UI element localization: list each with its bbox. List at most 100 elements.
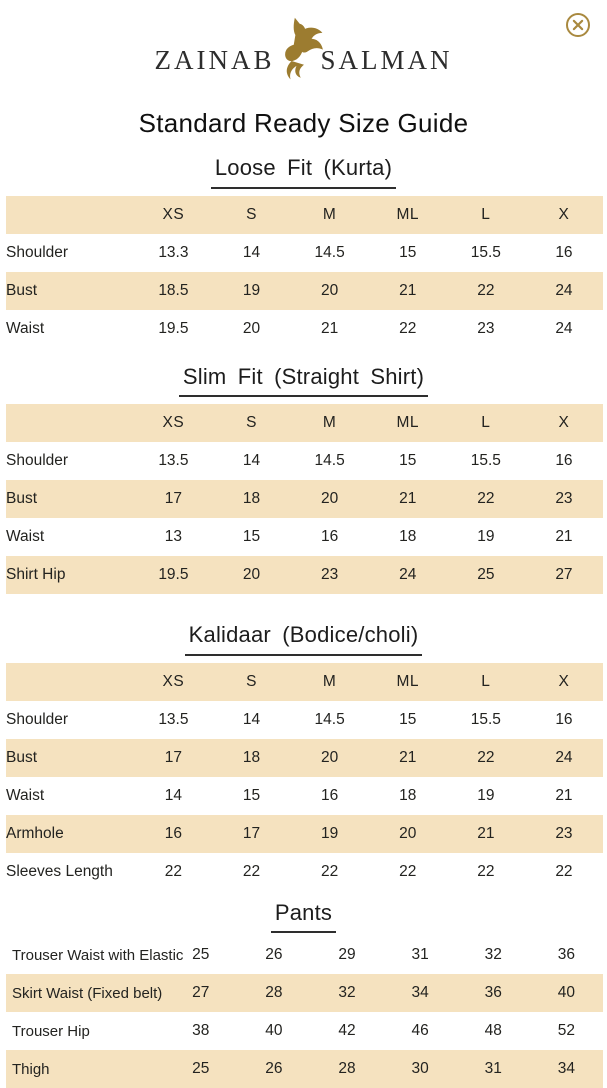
measurement-value: 14.5 xyxy=(291,442,369,480)
measurement-value: 40 xyxy=(530,974,603,1012)
measurement-value: 26 xyxy=(237,1050,310,1088)
measurement-value: 17 xyxy=(134,480,212,518)
measurement-value: 26 xyxy=(237,936,310,974)
measurement-value: 17 xyxy=(212,815,290,853)
measurement-value: 34 xyxy=(530,1050,603,1088)
measurement-label: Waist xyxy=(6,310,134,348)
measurement-value: 13.5 xyxy=(134,442,212,480)
measurement-value: 21 xyxy=(447,815,525,853)
brand-header: ZAINAB SALMAN xyxy=(0,0,607,94)
size-column-header: X xyxy=(525,404,603,442)
size-column-header: L xyxy=(447,196,525,234)
measurement-value: 15 xyxy=(369,234,447,272)
measurement-value: 42 xyxy=(310,1012,383,1050)
measurement-value: 19.5 xyxy=(134,556,212,594)
measurement-value: 14 xyxy=(212,701,290,739)
measurement-value: 31 xyxy=(457,1050,530,1088)
measurement-value: 15.5 xyxy=(447,442,525,480)
size-column-header: X xyxy=(525,196,603,234)
measurement-value: 16 xyxy=(291,777,369,815)
measurement-value: 22 xyxy=(447,739,525,777)
section-heading-wrap: Slim Fit (Straight Shirt) xyxy=(0,363,607,398)
section-title: Kalidaar (Bodice/choli) xyxy=(185,621,423,656)
measurement-value: 20 xyxy=(291,739,369,777)
measurement-label: Sleeves Length xyxy=(6,853,134,891)
header-spacer-cell xyxy=(6,196,134,234)
measurement-value: 13 xyxy=(134,518,212,556)
size-column-header: L xyxy=(447,663,525,701)
bird-logo-icon xyxy=(270,12,324,84)
measurement-value: 19.5 xyxy=(134,310,212,348)
measurement-value: 19 xyxy=(447,518,525,556)
measurement-label: Armhole xyxy=(6,815,134,853)
measurement-value: 20 xyxy=(291,272,369,310)
measurement-value: 20 xyxy=(369,815,447,853)
measurement-label: Waist xyxy=(6,518,134,556)
measurement-value: 52 xyxy=(530,1012,603,1050)
measurement-value: 20 xyxy=(212,556,290,594)
measurement-label: Shoulder xyxy=(6,442,134,480)
measurement-value: 15 xyxy=(212,518,290,556)
measurement-value: 36 xyxy=(530,936,603,974)
measurement-value: 23 xyxy=(525,815,603,853)
header-spacer-cell xyxy=(6,404,134,442)
measurement-value: 17 xyxy=(134,739,212,777)
close-icon xyxy=(572,19,584,31)
header-spacer-cell xyxy=(6,663,134,701)
measurement-value: 14.5 xyxy=(291,701,369,739)
size-column-header: XS xyxy=(134,663,212,701)
measurement-value: 24 xyxy=(525,739,603,777)
measurement-label: Thigh xyxy=(6,1050,164,1088)
measurement-label: Trouser Hip xyxy=(6,1012,164,1050)
measurement-value: 32 xyxy=(310,974,383,1012)
measurement-value: 29 xyxy=(310,936,383,974)
measurement-value: 24 xyxy=(525,272,603,310)
measurement-value: 15 xyxy=(369,701,447,739)
measurement-value: 16 xyxy=(134,815,212,853)
measurement-value: 40 xyxy=(237,1012,310,1050)
measurement-value: 14.5 xyxy=(291,234,369,272)
measurement-label: Bust xyxy=(6,480,134,518)
close-button[interactable] xyxy=(566,13,590,37)
measurement-value: 20 xyxy=(291,480,369,518)
measurement-value: 22 xyxy=(291,853,369,891)
measurement-value: 18 xyxy=(369,777,447,815)
measurement-value: 22 xyxy=(369,853,447,891)
measurement-value: 21 xyxy=(369,272,447,310)
measurement-value: 46 xyxy=(384,1012,457,1050)
size-column-header: S xyxy=(212,404,290,442)
measurement-value: 31 xyxy=(384,936,457,974)
measurement-label: Shirt Hip xyxy=(6,556,134,594)
section-title: Pants xyxy=(271,899,336,934)
size-column-header: X xyxy=(525,663,603,701)
size-column-header: M xyxy=(291,663,369,701)
measurement-value: 16 xyxy=(525,701,603,739)
measurement-value: 15 xyxy=(212,777,290,815)
measurement-value: 30 xyxy=(384,1050,457,1088)
size-column-header: XS xyxy=(134,404,212,442)
measurement-value: 15.5 xyxy=(447,701,525,739)
size-column-header: ML xyxy=(369,663,447,701)
